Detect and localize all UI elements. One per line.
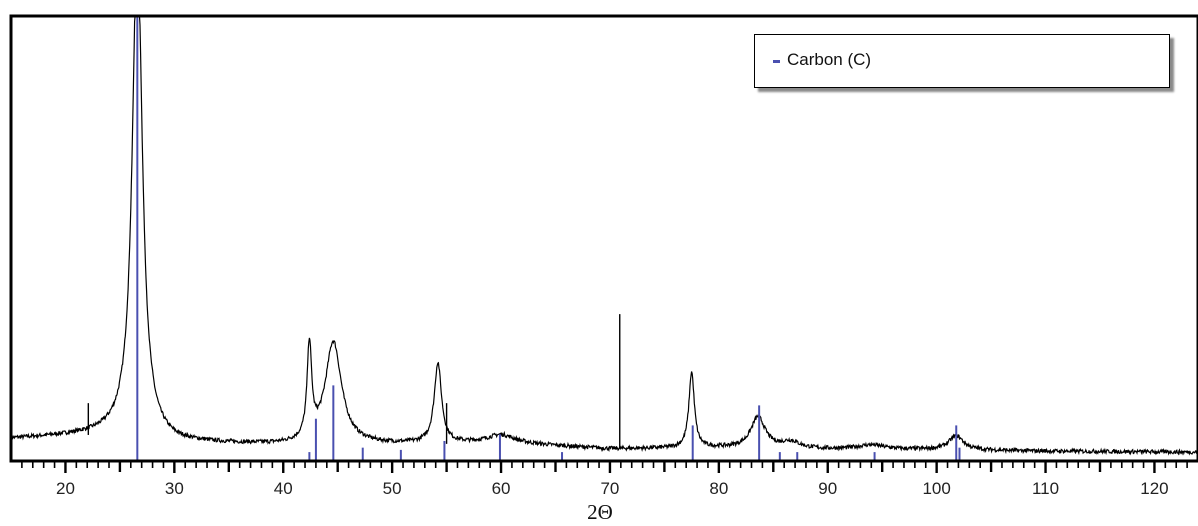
x-tick-label: 70 [600, 479, 619, 498]
x-tick-label: 80 [709, 479, 728, 498]
x-tick-label: 20 [56, 479, 75, 498]
x-tick-label: 40 [274, 479, 293, 498]
carbon-reference-sticks [136, 16, 961, 461]
x-tick-label: 60 [492, 479, 511, 498]
legend: Carbon (C) [754, 34, 1170, 88]
x-tick-label: 110 [1032, 479, 1059, 498]
plot-background [11, 16, 1198, 461]
legend-swatch-carbon [773, 60, 780, 63]
x-tick-label: 30 [165, 479, 184, 498]
x-tick-label: 90 [818, 479, 837, 498]
x-tick-label: 50 [383, 479, 402, 498]
x-axis-label: 2Θ [587, 500, 613, 524]
x-tick-label: 100 [922, 479, 950, 498]
x-tick-label: 120 [1140, 479, 1168, 498]
legend-label-carbon: Carbon (C) [787, 50, 872, 69]
pattern-line [11, 16, 1198, 456]
plot-frame [9, 14, 1198, 463]
x-axis: 20 30 40 50 60 70 80 90 100 110 120 [21, 461, 1188, 498]
measured-pattern [11, 16, 1198, 456]
